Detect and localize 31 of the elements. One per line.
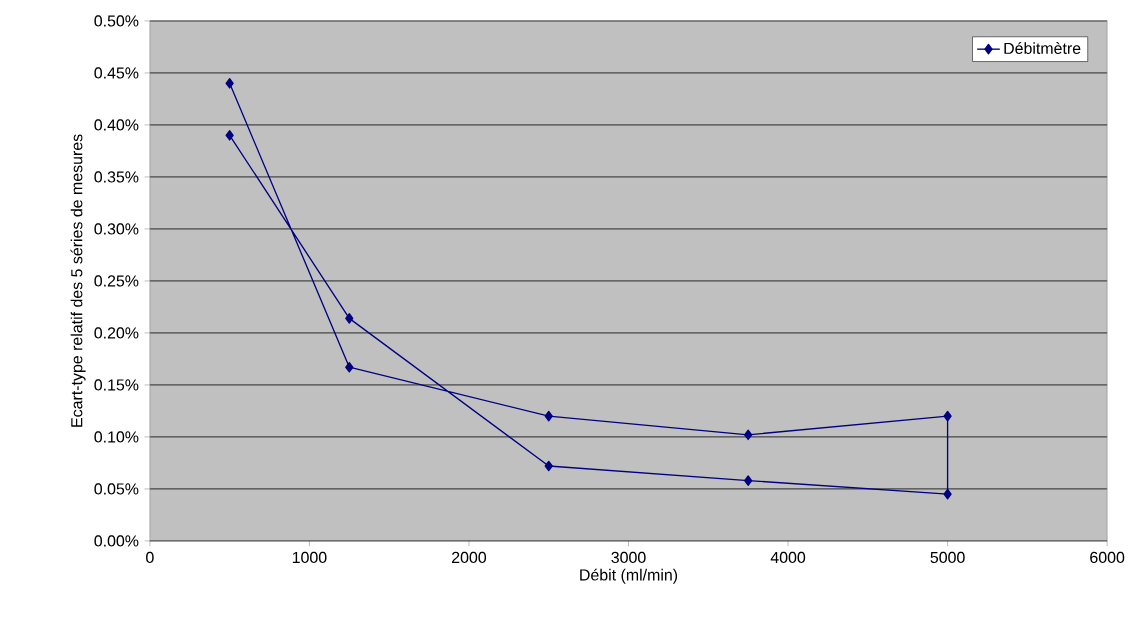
point (544, 411, 553, 422)
y-tick-label: 0.10% (94, 431, 139, 443)
point (345, 362, 354, 373)
point (345, 313, 354, 324)
y-tick-label: 0.50% (94, 15, 139, 27)
y-tick-label: 0.00% (94, 535, 139, 547)
x-tick-label: 0 (146, 552, 154, 564)
y-tick-label: 0.45% (94, 67, 139, 79)
y-axis-title: Ecart-type relatif des 5 séries de mesures (70, 134, 86, 427)
x-tick-label: 1000 (292, 552, 327, 564)
legend-label: Débitmètre (1004, 42, 1081, 55)
x-tick-label: 3000 (611, 552, 646, 564)
point (943, 489, 952, 500)
y-tick-label: 0.25% (94, 275, 139, 287)
x-tick-label: 5000 (930, 552, 965, 564)
y-tick-label: 0.30% (94, 223, 139, 235)
y-tick-label: 0.05% (94, 483, 139, 495)
point (744, 475, 753, 487)
x-tick-label: 2000 (452, 552, 487, 564)
point (943, 411, 952, 422)
x-axis-title: Débit (ml/min) (580, 568, 678, 584)
point (544, 460, 553, 472)
point (744, 429, 753, 441)
x-tick-label: 6000 (1090, 552, 1125, 564)
y-tick-label: 0.35% (94, 171, 139, 183)
y-tick-label: 0.40% (94, 119, 139, 131)
point (225, 130, 234, 141)
point (225, 78, 234, 89)
y-tick-label: 0.20% (94, 327, 139, 339)
x-tick-label: 4000 (770, 552, 806, 564)
y-tick-label: 0.15% (94, 379, 139, 391)
